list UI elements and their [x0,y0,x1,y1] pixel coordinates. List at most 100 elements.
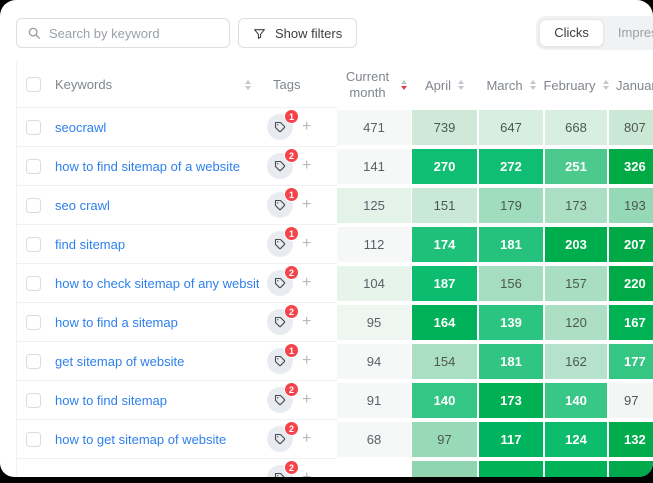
heat-cell-january: 167 [608,303,653,342]
keyword-search-box[interactable] [16,18,230,48]
keyword-cell: how to find sitemap [49,381,259,420]
table-row: 2 + [17,459,653,477]
heat-value: 187 [412,266,477,301]
heat-value: 97 [412,422,477,457]
tag-chip[interactable]: 2 [267,460,299,477]
sort-icon[interactable] [529,80,536,90]
heat-value [609,461,653,477]
table-row: how to find a sitemap 2 + 95 164 139 120… [17,303,653,342]
add-tag-button[interactable]: + [302,235,312,252]
tag-icon [274,433,286,445]
heat-value: 154 [412,344,477,379]
row-checkbox[interactable] [25,275,41,291]
tag-chip[interactable]: 1 [267,343,299,374]
row-checkbox-cell [17,147,49,186]
toggle-impressions[interactable]: Impressions [617,25,653,40]
keyword-link[interactable]: find sitemap [55,236,126,252]
heat-value: 157 [545,266,607,301]
tag-count-badge: 1 [284,226,299,241]
add-tag-button[interactable]: + [302,352,312,369]
heat-value: 179 [479,188,543,223]
sort-icon[interactable] [602,80,609,90]
metric-toggle: Clicks Impressions [536,16,653,50]
add-tag-button[interactable]: + [302,157,312,174]
row-checkbox[interactable] [25,158,41,174]
tag-chip[interactable]: 2 [267,382,299,413]
keyword-link[interactable]: how to get sitemap of website [55,431,227,447]
month-header-march[interactable]: March [478,62,544,108]
tag-chip[interactable]: 2 [267,148,299,179]
sort-icon[interactable] [245,79,251,90]
heat-cell-january: 326 [608,147,653,186]
add-tag-button[interactable]: + [302,470,311,478]
month-header-april[interactable]: April [411,62,478,108]
row-checkbox[interactable] [25,197,41,213]
tag-chip[interactable]: 1 [267,187,299,218]
tag-icon [274,199,286,211]
heat-cell-february: 173 [544,186,608,225]
tag-chip[interactable]: 2 [267,265,299,296]
keyword-link[interactable]: get sitemap of website [55,353,185,369]
month-header-february[interactable]: February [543,62,609,108]
month-header-label: April [424,77,451,93]
heat-value: 173 [479,383,543,418]
tags-header-label: Tags [273,77,301,92]
table-body: seocrawl 1 + 471 739 647 668 807 how to … [17,108,653,477]
sort-icon-active-desc[interactable] [400,80,407,90]
keyword-link[interactable]: how to check sitemap of any website [55,275,259,291]
add-tag-button[interactable]: + [302,196,312,213]
row-checkbox[interactable] [25,314,41,330]
sort-icon[interactable] [458,80,464,90]
heat-cell-april: 140 [411,381,478,420]
keywords-header-label: Keywords [55,77,113,92]
heat-cell-february: 124 [544,420,608,459]
tag-count-badge: 1 [284,109,299,124]
tag-chip[interactable]: 2 [267,421,299,452]
current-month-header[interactable]: Current month [337,62,411,108]
tag-chip[interactable]: 1 [267,226,299,257]
row-checkbox[interactable] [25,119,41,135]
heat-value: 97 [609,383,653,418]
tag-count-badge: 2 [284,460,299,475]
heat-value: 177 [609,344,653,379]
row-checkbox[interactable] [25,353,41,369]
search-input[interactable] [49,25,219,41]
current-month-cell: 68 [337,420,411,459]
tags-cell: 1 + [259,342,337,381]
row-checkbox-cell [17,225,49,264]
keyword-link[interactable]: how to find a sitemap [55,314,178,330]
row-checkbox[interactable] [25,236,41,252]
table-row: get sitemap of website 1 + 94 154 181 16… [17,342,653,381]
keyword-link[interactable]: how to find sitemap [55,392,168,408]
heat-cell-january: 132 [608,420,653,459]
heat-cell-january: 97 [608,381,653,420]
month-header-january[interactable]: January [608,62,653,108]
table-row: how to get sitemap of website 2 + 68 97 … [17,420,653,459]
row-checkbox[interactable] [25,392,41,408]
current-month-cell: 112 [337,225,411,264]
keywords-header[interactable]: Keywords [49,62,259,108]
add-tag-button[interactable]: + [302,430,312,447]
heat-cell-march: 647 [478,108,544,147]
heat-cell-march: 117 [478,420,544,459]
current-month-value: 95 [337,305,411,340]
keyword-link[interactable]: how to find sitemap of a website [55,158,240,174]
select-all-checkbox[interactable] [25,77,41,92]
toggle-clicks[interactable]: Clicks [539,19,604,47]
heat-value: 181 [479,227,543,262]
add-tag-button[interactable]: + [302,274,312,291]
row-checkbox[interactable] [25,431,41,447]
add-tag-button[interactable]: + [302,391,312,408]
keyword-cell: how to find sitemap of a website [49,147,259,186]
current-month-cell: 471 [337,108,411,147]
keyword-link[interactable]: seocrawl [55,119,107,135]
tag-chip[interactable]: 2 [267,304,299,335]
add-tag-button[interactable]: + [302,118,312,135]
tag-count-badge: 2 [284,304,299,319]
heat-cell-april: 187 [411,264,478,303]
tag-chip[interactable]: 1 [267,109,299,140]
keyword-link[interactable]: seo crawl [55,197,110,213]
add-tag-button[interactable]: + [302,313,312,330]
show-filters-button[interactable]: Show filters [238,18,358,48]
tag-count-badge: 2 [284,265,299,280]
